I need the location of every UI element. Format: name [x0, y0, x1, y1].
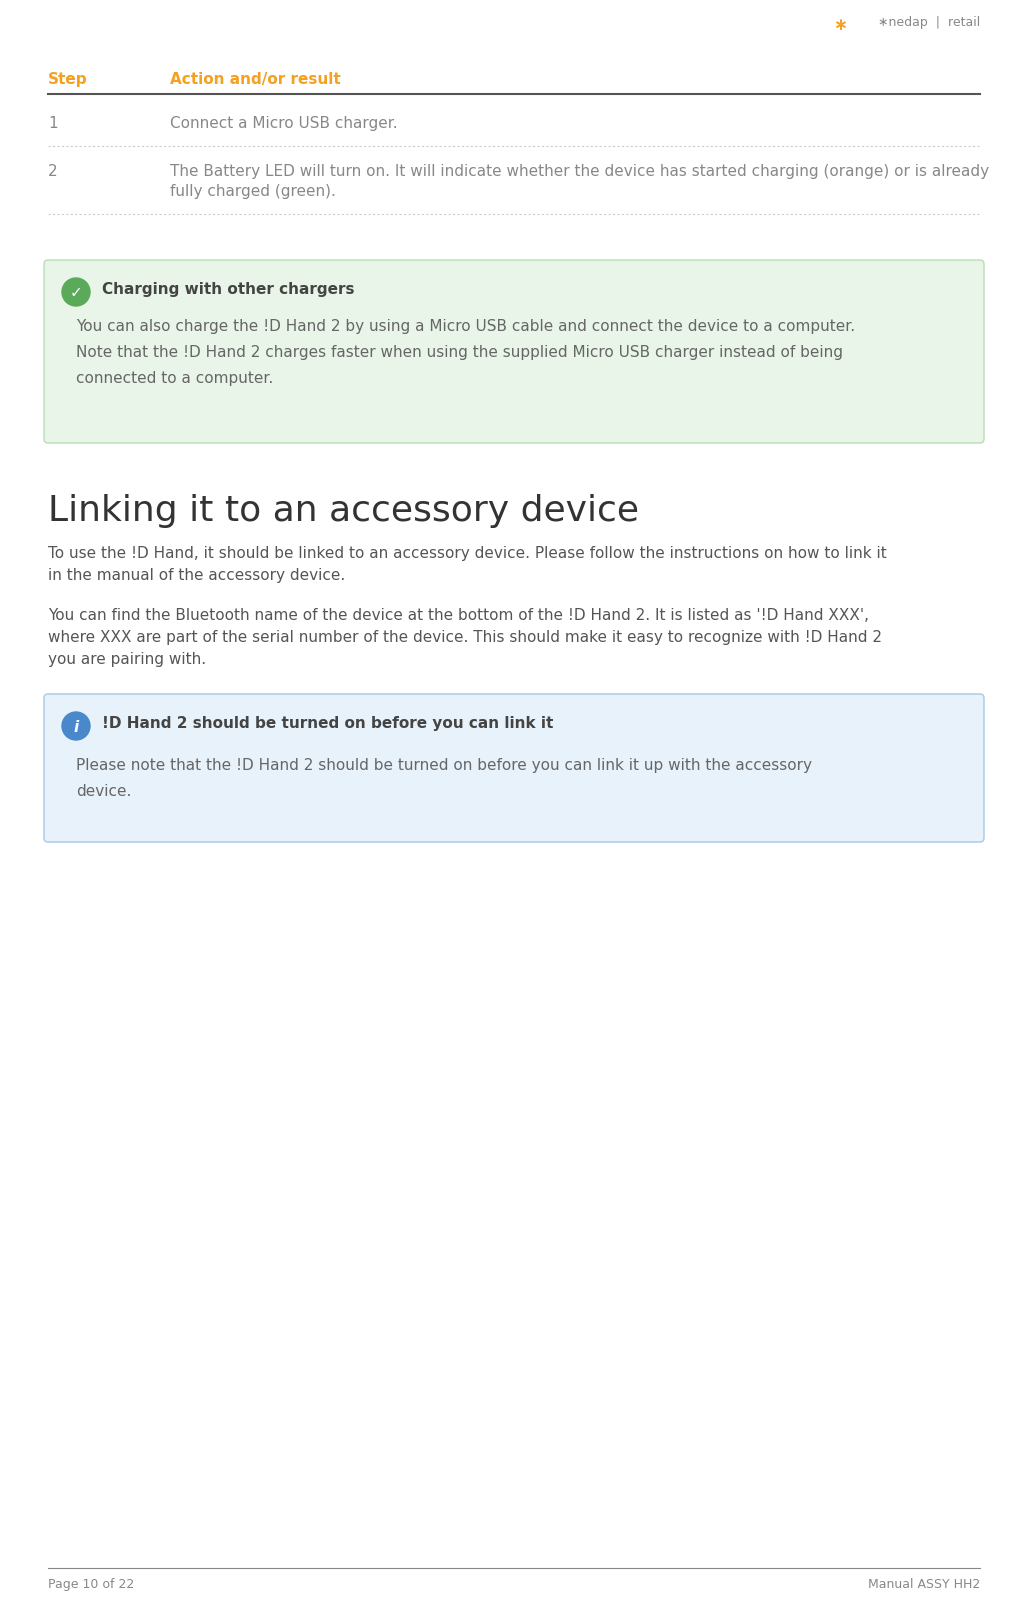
Circle shape	[62, 277, 90, 306]
Text: Please note that the !D Hand 2 should be turned on before you can link it up wit: Please note that the !D Hand 2 should be…	[76, 758, 812, 773]
FancyBboxPatch shape	[44, 260, 984, 442]
Text: 2: 2	[48, 164, 58, 180]
Text: You can also charge the !D Hand 2 by using a Micro USB cable and connect the dev: You can also charge the !D Hand 2 by usi…	[76, 319, 855, 333]
Text: ∗nedap  |  retail: ∗nedap | retail	[878, 16, 980, 29]
Text: you are pairing with.: you are pairing with.	[48, 652, 207, 667]
Text: ∗: ∗	[833, 16, 847, 34]
Text: The Battery LED will turn on. It will indicate whether the device has started ch: The Battery LED will turn on. It will in…	[170, 164, 989, 180]
Circle shape	[62, 712, 90, 741]
Text: Action and/or result: Action and/or result	[170, 72, 340, 87]
Text: Note that the !D Hand 2 charges faster when using the supplied Micro USB charger: Note that the !D Hand 2 charges faster w…	[76, 345, 843, 361]
Text: connected to a computer.: connected to a computer.	[76, 370, 273, 386]
Text: Page 10 of 22: Page 10 of 22	[48, 1577, 135, 1592]
Text: i: i	[73, 720, 78, 734]
Text: fully charged (green).: fully charged (green).	[170, 184, 336, 199]
Text: 1: 1	[48, 115, 58, 131]
Text: in the manual of the accessory device.: in the manual of the accessory device.	[48, 567, 345, 583]
FancyBboxPatch shape	[44, 694, 984, 842]
Text: To use the !D Hand, it should be linked to an accessory device. Please follow th: To use the !D Hand, it should be linked …	[48, 547, 887, 561]
Text: Charging with other chargers: Charging with other chargers	[102, 282, 355, 297]
Text: Linking it to an accessory device: Linking it to an accessory device	[48, 494, 639, 527]
Text: You can find the Bluetooth name of the device at the bottom of the !D Hand 2. It: You can find the Bluetooth name of the d…	[48, 608, 869, 624]
Text: Connect a Micro USB charger.: Connect a Micro USB charger.	[170, 115, 398, 131]
Text: !D Hand 2 should be turned on before you can link it: !D Hand 2 should be turned on before you…	[102, 717, 553, 731]
Text: Manual ASSY HH2: Manual ASSY HH2	[868, 1577, 980, 1592]
Text: where XXX are part of the serial number of the device. This should make it easy : where XXX are part of the serial number …	[48, 630, 882, 644]
Text: Step: Step	[48, 72, 87, 87]
Text: device.: device.	[76, 784, 132, 798]
Text: ✓: ✓	[70, 285, 82, 300]
